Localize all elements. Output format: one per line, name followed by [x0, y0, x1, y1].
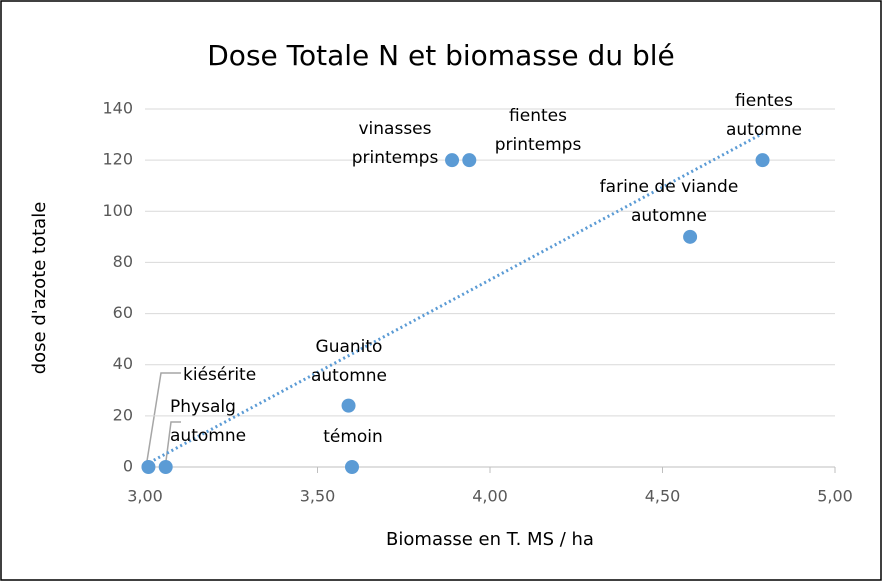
x-tick-label: 5,00 — [817, 487, 853, 506]
x-tick-label: 3,50 — [300, 487, 336, 506]
point-label: témoin — [323, 427, 383, 447]
point — [755, 153, 770, 168]
chart-title: Dose Totale N et biomasse du blé — [207, 39, 675, 72]
x-tick-label: 4,50 — [645, 487, 681, 506]
point — [345, 460, 359, 474]
point-label: Guanito — [316, 337, 383, 357]
y-axis-label: dose d'azote totale — [29, 202, 50, 375]
point — [341, 398, 356, 413]
y-tick-label: 0 — [123, 457, 133, 476]
point-label: automne — [311, 366, 387, 386]
point-label: Physalg — [170, 397, 236, 417]
leader-line — [146, 372, 181, 462]
point-label: automne — [631, 206, 707, 226]
y-tick-label: 140 — [102, 99, 133, 118]
leader-line — [165, 421, 181, 462]
point-label: automne — [726, 120, 802, 140]
point-label: kiésérite — [183, 365, 256, 385]
point-label: printemps — [495, 135, 582, 155]
point-label: automne — [170, 426, 246, 446]
x-axis-label: Biomasse en T. MS / ha — [386, 529, 594, 550]
y-tick-label: 120 — [102, 150, 133, 169]
y-tick-label: 60 — [113, 303, 133, 322]
x-tick-label: 4,00 — [472, 487, 508, 506]
point — [683, 229, 698, 244]
point-label: fientes — [509, 106, 567, 126]
point-label: fientes — [735, 91, 793, 111]
point-label: vinasses — [358, 119, 431, 139]
trendline — [144, 132, 764, 467]
point — [158, 460, 173, 474]
point — [462, 153, 477, 168]
point-label: farine de viande — [600, 177, 739, 197]
point — [445, 153, 460, 168]
y-tick-label: 100 — [102, 201, 133, 220]
y-tick-label: 40 — [113, 354, 133, 373]
point-label: printemps — [352, 148, 439, 168]
y-tick-label: 20 — [113, 405, 133, 424]
point — [141, 460, 156, 474]
x-tick-label: 3,00 — [127, 487, 163, 506]
y-tick-label: 80 — [113, 252, 133, 271]
